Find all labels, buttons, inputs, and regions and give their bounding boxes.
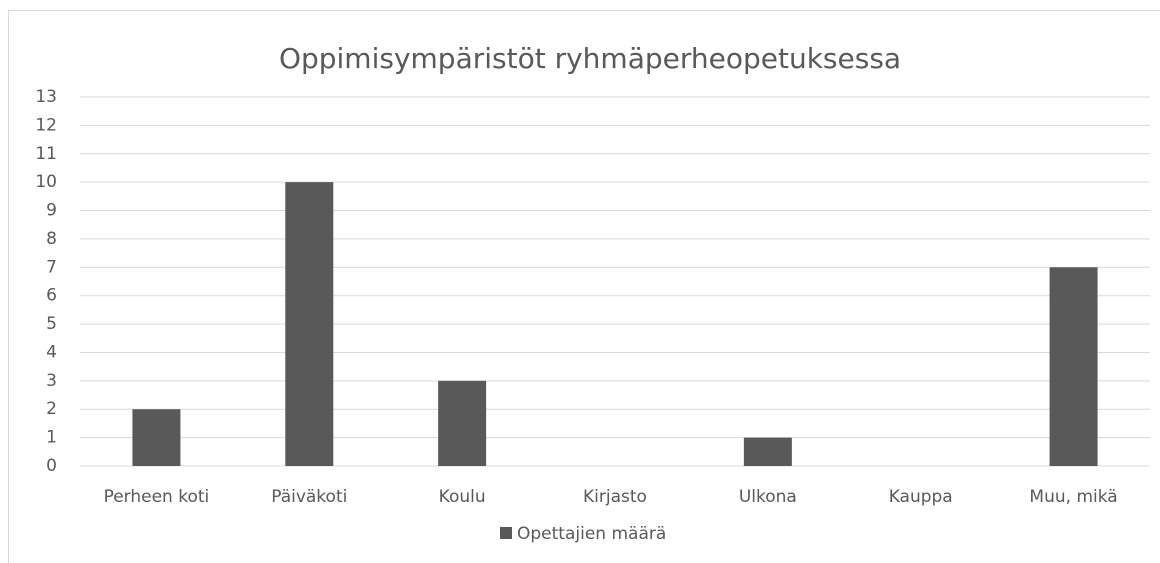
- bar: [132, 409, 181, 466]
- bar: [438, 380, 487, 466]
- y-tick-label: 8: [46, 229, 57, 249]
- y-tick-label: 13: [35, 87, 57, 107]
- y-tick-label: 3: [46, 371, 57, 391]
- bar: [743, 437, 792, 466]
- legend-swatch: [500, 527, 512, 539]
- chart-border: [8, 10, 1160, 563]
- y-tick-label: 1: [46, 428, 57, 448]
- x-tick-label: Ulkona: [739, 487, 797, 507]
- x-tick-label: Perheen koti: [104, 487, 210, 507]
- bar: [1049, 267, 1098, 466]
- legend-label: Opettajien määrä: [517, 524, 666, 544]
- x-tick-label: Koulu: [439, 487, 486, 507]
- y-tick-label: 4: [46, 342, 57, 362]
- y-tick-label: 2: [46, 399, 57, 419]
- x-tick-label: Kirjasto: [583, 487, 647, 507]
- y-tick-label: 7: [46, 257, 57, 277]
- y-tick-label: 12: [35, 115, 57, 135]
- bar: [285, 182, 334, 466]
- chart-title: Oppimisympäristöt ryhmäperheopetuksessa: [279, 42, 901, 75]
- x-tick-label: Päiväkoti: [271, 487, 347, 507]
- x-tick-label: Muu, mikä: [1029, 487, 1117, 507]
- y-tick-label: 0: [46, 456, 57, 476]
- y-tick-label: 9: [46, 201, 57, 221]
- y-tick-label: 10: [35, 172, 57, 192]
- y-tick-label: 11: [35, 144, 57, 164]
- y-tick-label: 6: [46, 286, 57, 306]
- y-tick-label: 5: [46, 314, 57, 334]
- x-tick-label: Kauppa: [889, 487, 953, 507]
